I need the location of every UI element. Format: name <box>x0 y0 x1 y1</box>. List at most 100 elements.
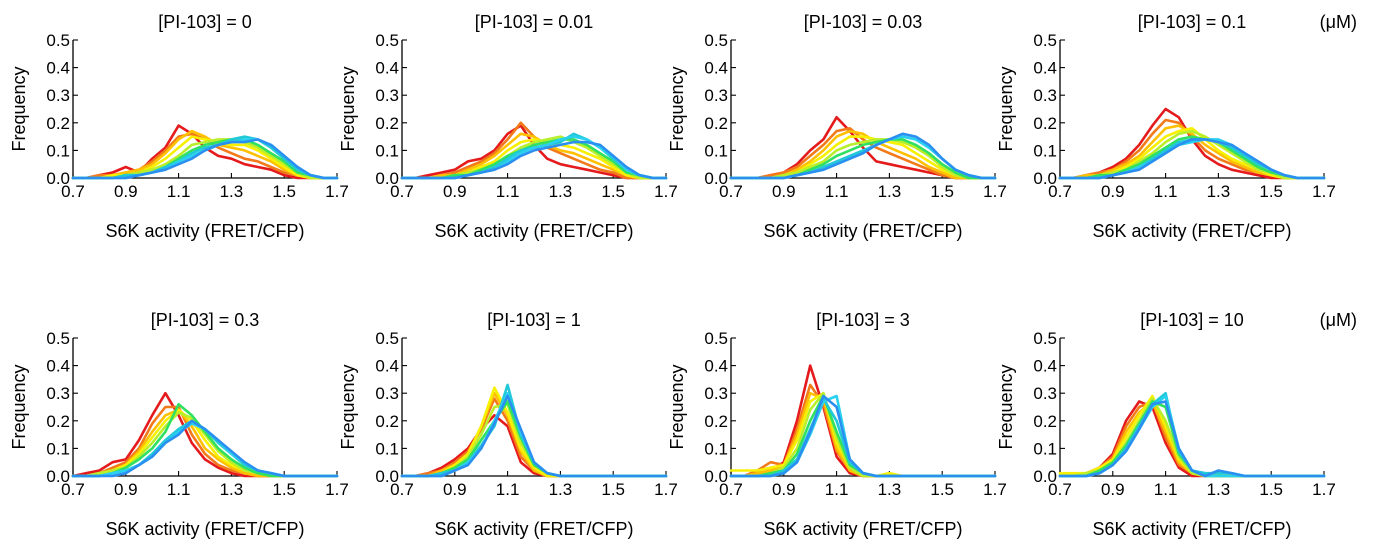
x-tick-label: 0.7 <box>390 480 414 499</box>
x-tick-label: 0.9 <box>772 182 796 201</box>
y-tick-label: 0.1 <box>375 141 399 160</box>
chart-title: [PI-103] = 3 <box>816 310 910 330</box>
chart-panel: [PI-103] = 10.00.10.20.30.40.50.7 0.9 1.1 1… <box>338 310 678 539</box>
series-line <box>731 385 995 476</box>
y-tick-label: 0.2 <box>704 412 728 431</box>
series-line <box>731 366 995 476</box>
chart-panel: [PI-103] = 3 0.0 0.1 0.2 0.3 0.4 0.5 0.7 0.9 1.1 1… <box>667 310 1007 539</box>
x-tick-label: 0.7 <box>1048 182 1072 201</box>
x-tick-label: 1.3 <box>878 182 902 201</box>
x-tick-label: 1.7 <box>983 480 1007 499</box>
y-axis-label: Frequency <box>338 364 358 449</box>
chart-title: [PI-103] = 10 <box>1140 310 1244 330</box>
x-tick-label: 1.1 <box>167 182 191 201</box>
x-tick-label: 0.7 <box>390 182 414 201</box>
x-tick-label: 0.7 <box>61 182 85 201</box>
y-tick-label: 0.5 <box>375 329 399 348</box>
x-tick-label: 1.5 <box>601 182 625 201</box>
x-axis-label: S6K activity (FRET/CFP) <box>1092 221 1291 241</box>
x-tick-label: 0.9 <box>1101 182 1125 201</box>
x-tick-label: 0.7 <box>719 480 743 499</box>
x-axis-label: S6K activity (FRET/CFP) <box>1092 519 1291 539</box>
series-line <box>1060 402 1324 477</box>
y-tick-label: 0.3 <box>1033 384 1057 403</box>
y-tick-label: 0.4 <box>375 59 399 78</box>
x-tick-label: 1.7 <box>983 182 1007 201</box>
x-axis-label: S6K activity (FRET/CFP) <box>105 519 304 539</box>
y-tick-label: 0.4 <box>46 357 70 376</box>
chart-title: [PI-103] = 1 <box>487 310 581 330</box>
chart-panel: [PI-103] = 0.30.00.10.20.30.40.50.7 0.9 1.… <box>9 310 349 539</box>
y-tick-label: 0.2 <box>375 412 399 431</box>
series-line <box>1060 402 1324 477</box>
series-line <box>731 399 995 476</box>
x-tick-label: 1.1 <box>496 182 520 201</box>
series-line <box>402 402 666 477</box>
series-line <box>731 396 995 476</box>
x-tick-label: 1.1 <box>825 182 849 201</box>
series-line <box>731 139 995 178</box>
x-tick-label: 1.7 <box>1312 182 1336 201</box>
x-tick-label: 0.7 <box>1048 480 1072 499</box>
y-tick-label: 0.2 <box>375 114 399 133</box>
y-axis-label: Frequency <box>667 364 687 449</box>
y-tick-label: 0.3 <box>46 384 70 403</box>
x-tick-label: 0.9 <box>443 480 467 499</box>
y-tick-label: 0.4 <box>46 59 70 78</box>
unit-label: (μM) <box>1320 310 1357 330</box>
x-tick-label: 0.9 <box>1101 480 1125 499</box>
y-axis-label: Frequency <box>667 66 687 151</box>
y-tick-label: 0.4 <box>704 357 728 376</box>
series-line <box>1060 399 1324 476</box>
y-tick-label: 0.3 <box>375 384 399 403</box>
x-tick-label: 1.1 <box>1154 182 1178 201</box>
x-tick-label: 0.9 <box>114 182 138 201</box>
y-tick-label: 0.2 <box>46 412 70 431</box>
x-tick-label: 1.7 <box>325 480 349 499</box>
x-tick-label: 1.3 <box>549 182 573 201</box>
series-line <box>1060 396 1324 476</box>
series-line <box>731 396 995 476</box>
y-tick-label: 0.1 <box>375 439 399 458</box>
x-tick-label: 0.9 <box>443 182 467 201</box>
y-tick-label: 0.5 <box>1033 329 1057 348</box>
y-tick-label: 0.1 <box>1033 439 1057 458</box>
y-tick-label: 0.3 <box>704 86 728 105</box>
x-tick-label: 0.7 <box>719 182 743 201</box>
y-tick-label: 0.4 <box>1033 59 1057 78</box>
x-tick-label: 1.3 <box>549 480 573 499</box>
series-line <box>1060 402 1324 477</box>
chart-title: [PI-103] = 0.3 <box>151 310 260 330</box>
y-axis-label: Frequency <box>9 66 29 151</box>
x-tick-label: 0.7 <box>61 480 85 499</box>
x-tick-label: 1.1 <box>496 480 520 499</box>
y-axis-label: Frequency <box>338 66 358 151</box>
x-tick-label: 0.9 <box>114 480 138 499</box>
x-tick-label: 1.5 <box>930 182 954 201</box>
y-tick-label: 0.4 <box>1033 357 1057 376</box>
chart-panel: [PI-103] = 0 0.0 0.1 0.2 0.3 0.4 0.5 0.7 0.9 1.1 1… <box>9 12 349 241</box>
y-axis-label: Frequency <box>9 364 29 449</box>
y-tick-label: 0.3 <box>1033 86 1057 105</box>
y-tick-label: 0.2 <box>46 114 70 133</box>
x-tick-label: 1.5 <box>930 480 954 499</box>
series-line <box>73 410 337 476</box>
chart-panel: [PI-103] = 0.1 0.0 0.1 0.2 0.3 0.4 0.5 0.7 0.9 1.… <box>996 12 1336 241</box>
y-tick-label: 0.5 <box>704 329 728 348</box>
y-tick-label: 0.3 <box>375 86 399 105</box>
series-line <box>73 410 337 476</box>
x-axis-label: S6K activity (FRET/CFP) <box>105 221 304 241</box>
chart-title: [PI-103] = 0 <box>158 12 252 32</box>
y-tick-label: 0.3 <box>46 86 70 105</box>
y-tick-label: 0.2 <box>1033 412 1057 431</box>
x-tick-label: 1.1 <box>1154 480 1178 499</box>
chart-title: [PI-103] = 0.1 <box>1138 12 1247 32</box>
series-line <box>1060 393 1324 476</box>
y-tick-label: 0.5 <box>46 329 70 348</box>
series-line <box>731 396 995 476</box>
x-tick-label: 1.7 <box>654 480 678 499</box>
x-tick-label: 1.3 <box>220 480 244 499</box>
x-tick-label: 1.1 <box>167 480 191 499</box>
x-tick-label: 1.5 <box>1259 182 1283 201</box>
y-tick-label: 0.1 <box>704 141 728 160</box>
